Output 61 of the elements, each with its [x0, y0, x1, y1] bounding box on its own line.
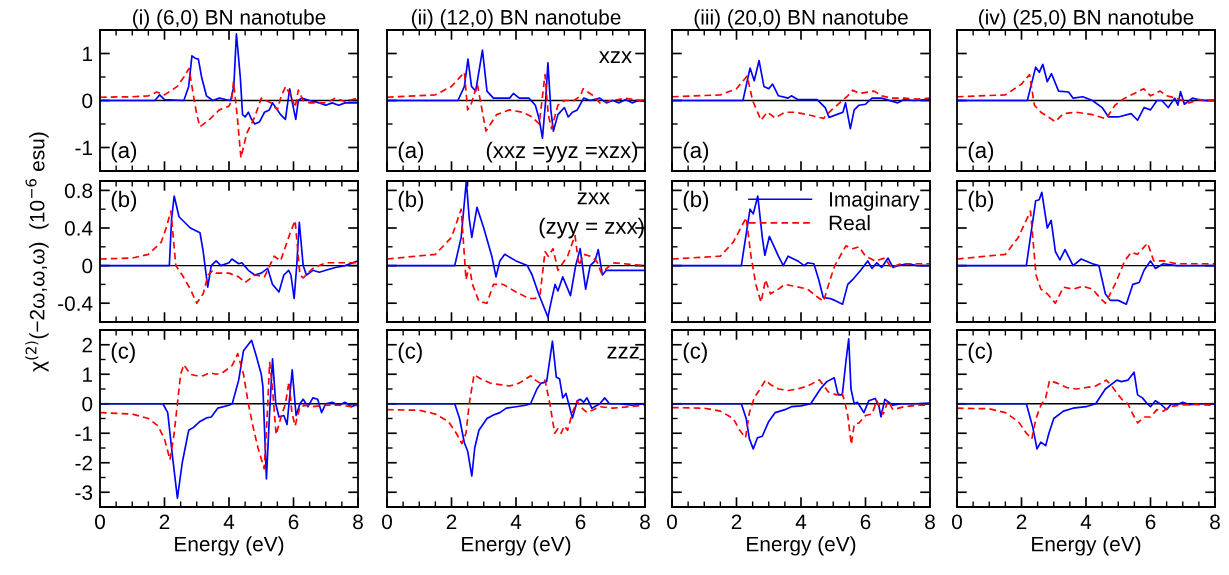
x-tick-label: 4 [1080, 514, 1092, 530]
y-tick-label: -1 [75, 426, 93, 441]
y-tick-label: -2 [75, 455, 93, 471]
x-tick-label: 2 [159, 514, 170, 530]
x-tick-label: 6 [288, 514, 299, 530]
y-tick-label: -1 [75, 140, 93, 156]
x-axis-title: Energy (eV) [747, 536, 856, 556]
y-tick-label: 1 [83, 46, 93, 62]
x-tick-label: 2 [446, 514, 457, 530]
x-tick-label: 6 [1145, 514, 1156, 530]
annotation: (b) [683, 190, 709, 212]
annotation: (a) [398, 141, 424, 163]
y-tick-label: 0.4 [64, 221, 93, 236]
chart-title: (iv) (25,0) BN nanotube [979, 9, 1194, 29]
y-tick-label: -3 [75, 485, 93, 500]
y-tick-label: 2 [82, 337, 93, 353]
annotation: zxx [577, 192, 610, 205]
x-tick-label: 8 [353, 514, 363, 530]
y-tick-label: 1 [83, 367, 93, 382]
y-axis-title: χ$^{(2)}$(−2ω,ω,ω) (10$^{−6}$ esu) [25, 132, 49, 372]
x-tick-label: 0 [667, 514, 677, 530]
annotation: (a) [111, 141, 137, 163]
x-tick-label: 8 [1210, 514, 1220, 530]
x-tick-label: 6 [575, 514, 586, 530]
y-tick-label: 0 [82, 93, 93, 109]
annotation: (b) [968, 190, 994, 212]
x-tick-label: 6 [860, 514, 871, 530]
annotation: (c) [398, 342, 422, 364]
x-tick-label: 2 [1016, 514, 1027, 530]
x-tick-label: 2 [731, 514, 742, 530]
x-axis-title: Energy (eV) [1032, 536, 1141, 556]
annotation: (zyy = zxx) [539, 217, 644, 239]
annotation: (a) [683, 141, 709, 163]
annotation: xzx [599, 51, 632, 64]
annotation: (b) [111, 190, 137, 212]
x-tick-label: 4 [223, 514, 235, 530]
annotation: (c) [683, 342, 707, 364]
annotation: (c) [968, 342, 992, 364]
annotation: (a) [968, 141, 994, 163]
x-tick-label: 0 [952, 514, 962, 530]
y-tick-label: -0.4 [58, 296, 93, 311]
annotation: (b) [398, 190, 424, 212]
legend-label: Imaginary [830, 191, 920, 211]
x-tick-label: 4 [510, 514, 522, 530]
annotation: (c) [111, 342, 135, 364]
x-axis-title: Energy (eV) [462, 536, 571, 556]
y-tick-label: 0 [82, 258, 93, 274]
x-tick-label: 0 [95, 514, 105, 530]
legend-label: Real [829, 215, 870, 231]
chart-title: (ii) (12,0) BN nanotube [411, 9, 621, 29]
x-tick-label: 8 [925, 514, 935, 530]
annotation: (xxz =yyz =xzx) [486, 141, 638, 163]
x-tick-label: 8 [640, 514, 650, 530]
y-tick-label: 0.8 [64, 183, 93, 199]
annotation: zzz [607, 346, 639, 359]
y-tick-label: 0 [82, 396, 93, 412]
x-axis-title: Energy (eV) [175, 536, 284, 556]
chart-title: (i) (6,0) BN nanotube [133, 9, 326, 29]
x-tick-label: 0 [382, 514, 392, 530]
x-tick-label: 4 [795, 514, 807, 530]
chart-title: (iii) (20,0) BN nanotube [694, 9, 908, 29]
